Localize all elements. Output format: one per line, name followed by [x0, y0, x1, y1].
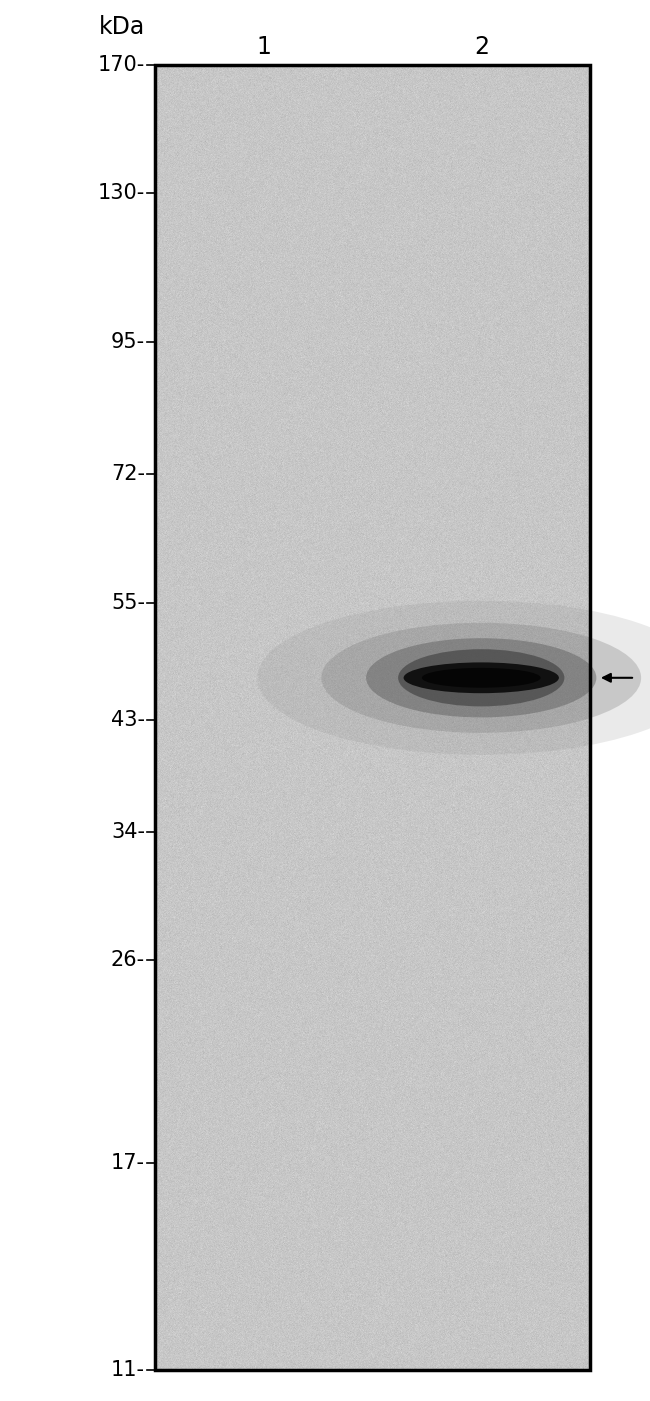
- Ellipse shape: [257, 601, 650, 755]
- Ellipse shape: [422, 668, 541, 688]
- Text: 11-: 11-: [111, 1360, 145, 1380]
- Text: 72-: 72-: [111, 465, 145, 485]
- Ellipse shape: [366, 639, 596, 717]
- Text: 55-: 55-: [111, 593, 145, 612]
- Text: 2: 2: [474, 35, 489, 59]
- Text: 95-: 95-: [111, 332, 145, 353]
- Text: 43-: 43-: [111, 710, 145, 730]
- Ellipse shape: [398, 649, 564, 706]
- Ellipse shape: [404, 663, 559, 693]
- Text: 26-: 26-: [111, 950, 145, 969]
- Bar: [155, 64, 590, 1370]
- Text: 1: 1: [256, 35, 271, 59]
- Text: kDa: kDa: [99, 15, 145, 39]
- Text: 17-: 17-: [111, 1153, 145, 1173]
- Ellipse shape: [321, 623, 641, 733]
- Text: 130-: 130-: [98, 184, 145, 203]
- Text: 34-: 34-: [111, 822, 145, 842]
- Text: 170-: 170-: [98, 55, 145, 76]
